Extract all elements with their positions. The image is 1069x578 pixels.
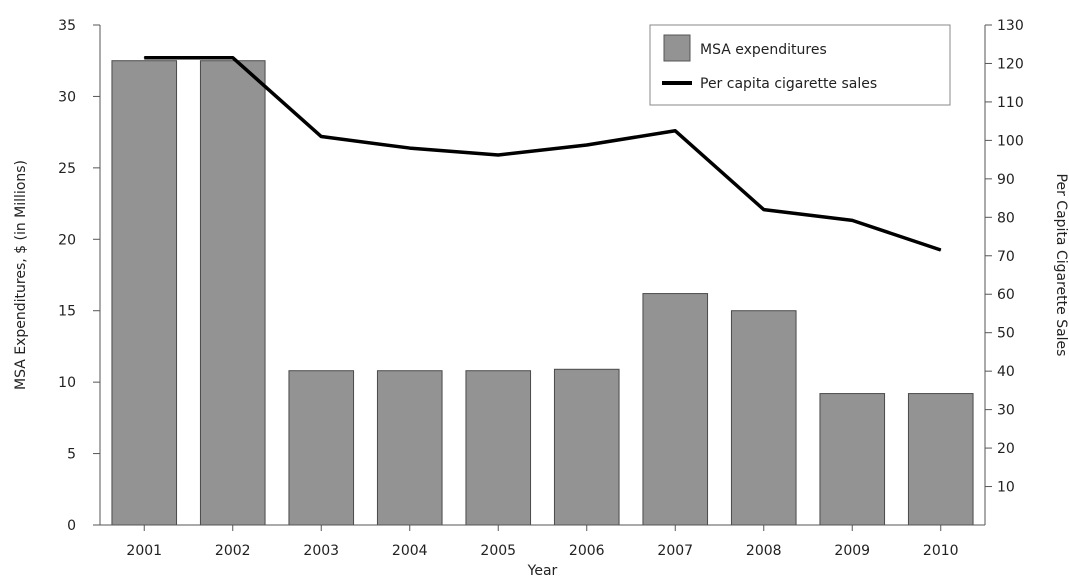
sales-point-2008: [763, 209, 765, 211]
x-tick-label-2004: 2004: [392, 543, 428, 559]
line-layer: [143, 55, 942, 252]
sales-point-2004: [409, 147, 411, 149]
left-y-tick-label-0: 0: [67, 518, 76, 534]
sales-point-2009: [851, 219, 853, 221]
right-y-tick-label-40: 40: [997, 364, 1015, 380]
legend: MSA expenditures Per capita cigarette sa…: [649, 24, 951, 106]
x-tick-label-2001: 2001: [126, 543, 162, 559]
sales-point-2006: [586, 144, 588, 146]
x-tick-label-2007: 2007: [657, 543, 693, 559]
left-y-axis-title: MSA Expenditures, $ (in Millions): [13, 160, 29, 390]
x-tick-label-2003: 2003: [303, 543, 339, 559]
right-y-tick-label-50: 50: [997, 326, 1015, 342]
bar-2001: [111, 60, 178, 526]
right-y-tick-label-80: 80: [997, 210, 1015, 226]
left-y-ticks: 0 5 10 15 20 25 30 35: [58, 18, 100, 534]
bar-2003: [288, 370, 355, 526]
x-tick-label-2009: 2009: [834, 543, 870, 559]
legend-bar-label: MSA expenditures: [700, 42, 827, 58]
bars-layer: [111, 60, 974, 526]
left-y-tick-label-5: 5: [67, 447, 76, 463]
x-tick-label-2010: 2010: [923, 543, 959, 559]
axes: [99, 25, 986, 526]
right-y-ticks: 10 20 30 40 50 60 70 80 90 100 110 120 130: [985, 18, 1024, 496]
right-y-tick-label-30: 30: [997, 403, 1015, 419]
right-y-tick-label-60: 60: [997, 287, 1015, 303]
sales-point-2002: [232, 57, 234, 59]
left-y-tick-label-35: 35: [58, 18, 76, 34]
bar-2010: [907, 393, 974, 526]
sales-point-2001: [143, 57, 145, 59]
bar-2002: [199, 60, 266, 526]
x-tick-label-2006: 2006: [569, 543, 605, 559]
legend-line-label: Per capita cigarette sales: [700, 76, 877, 92]
x-tick-label-2008: 2008: [746, 543, 782, 559]
right-y-tick-label-10: 10: [997, 480, 1015, 496]
x-tick-label-2005: 2005: [480, 543, 516, 559]
right-y-tick-label-70: 70: [997, 249, 1015, 265]
x-axis-title: Year: [527, 563, 558, 578]
legend-box: [649, 24, 951, 106]
left-y-tick-label-20: 20: [58, 232, 76, 248]
sales-point-2005: [497, 154, 499, 156]
legend-bar-swatch: [663, 34, 691, 62]
bar-2008: [730, 310, 797, 526]
bar-2006: [553, 368, 620, 526]
sales-point-2010: [940, 249, 942, 251]
bar-2007: [642, 293, 709, 526]
right-y-tick-label-120: 120: [997, 56, 1024, 72]
left-y-tick-label-10: 10: [58, 375, 76, 391]
right-y-tick-label-100: 100: [997, 133, 1024, 149]
right-y-axis-title: Per Capita Cigarette Sales: [1053, 174, 1069, 357]
left-y-tick-label-25: 25: [58, 161, 76, 177]
per-capita-sales-line: [144, 55, 942, 252]
left-y-tick-label-30: 30: [58, 89, 76, 105]
right-y-tick-label-20: 20: [997, 441, 1015, 457]
left-y-tick-label-15: 15: [58, 304, 76, 320]
x-tick-label-2002: 2002: [215, 543, 251, 559]
sales-point-2007: [674, 130, 676, 132]
right-y-tick-label-130: 130: [997, 18, 1024, 34]
bar-2004: [376, 370, 443, 526]
bar-2009: [819, 393, 886, 526]
bar-2005: [465, 370, 532, 526]
right-y-tick-label-90: 90: [997, 172, 1015, 188]
right-y-tick-label-110: 110: [997, 95, 1024, 111]
x-ticks: 2001 2002 2003 2004 2005 2006 2007 2008 2009 2010: [126, 525, 959, 559]
sales-point-2003: [320, 136, 322, 138]
